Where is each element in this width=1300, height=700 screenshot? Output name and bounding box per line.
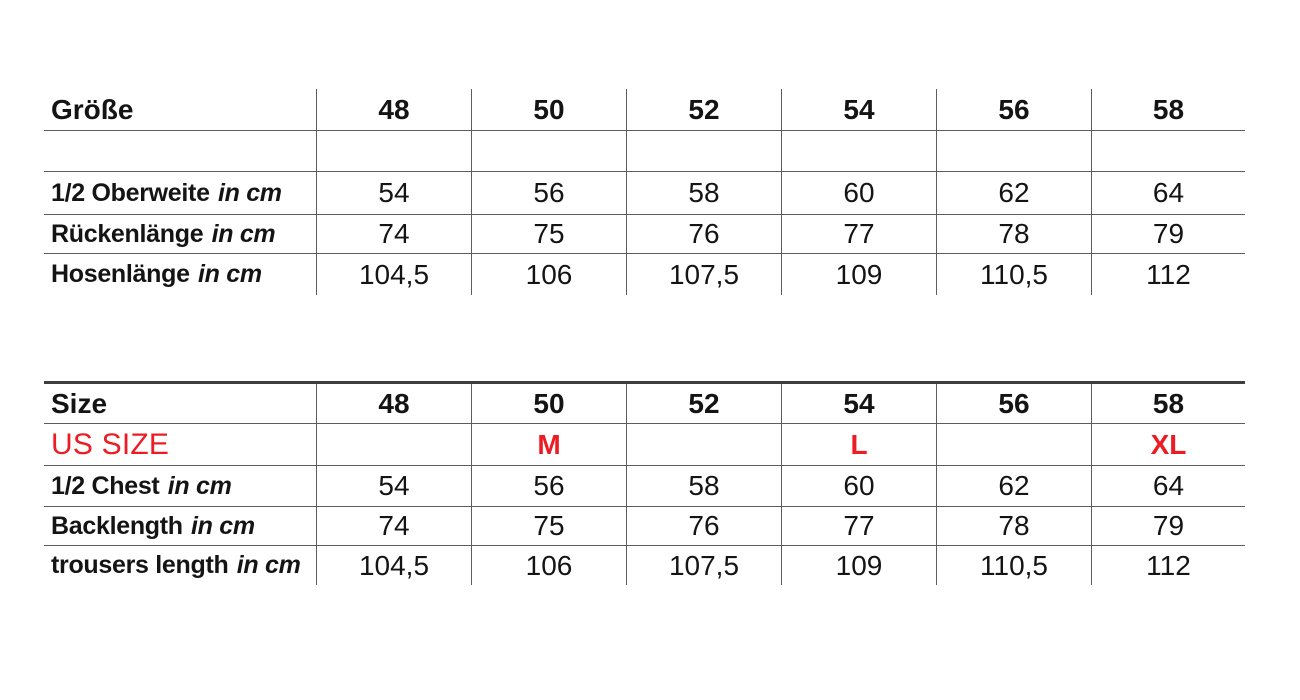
- value-cell: 104,5: [317, 254, 472, 295]
- value-cell: 64: [1152, 470, 1185, 501]
- row-label: Hosenlänge: [51, 260, 190, 288]
- value-cell: 110,5: [937, 546, 1092, 585]
- row-unit: in cm: [191, 511, 255, 540]
- us-size-cell: [317, 424, 472, 465]
- value-cell: 109: [782, 254, 937, 295]
- row-label-cell: Backlength in cm: [44, 507, 317, 545]
- value-cell: 109: [782, 546, 937, 585]
- value-cell: 79: [1152, 218, 1185, 249]
- value-cell: 107,5: [627, 546, 782, 585]
- spacer-row: [44, 131, 1245, 172]
- value-cell: 74: [317, 507, 472, 545]
- value-cell: 112: [1146, 549, 1191, 581]
- size-header-cell: 54: [782, 89, 937, 130]
- empty-cell: [44, 131, 317, 171]
- value-cell: 106: [472, 546, 627, 585]
- english-size-table: Size 48 50 52 54 56 58 US SIZE M L XL 1/…: [44, 381, 1245, 585]
- size-header-cell: 58: [1152, 387, 1185, 419]
- value-cell: 76: [627, 507, 782, 545]
- value-cell: 60: [782, 172, 937, 214]
- us-size-cell: [937, 424, 1092, 465]
- row-label-cell: Rückenlänge in cm: [44, 215, 317, 253]
- row-label-cell: 1/2 Oberweite in cm: [44, 172, 317, 214]
- table-row-backlength-en: Backlength in cm 74 75 76 77 78 79: [44, 507, 1245, 546]
- size-header-cell: 52: [627, 89, 782, 130]
- header-label-cell: Größe: [44, 89, 317, 130]
- table-row-trousers-de: Hosenlänge in cm 104,5 106 107,5 109 110…: [44, 254, 1245, 295]
- us-size-cell: M: [472, 424, 627, 465]
- row-unit: in cm: [167, 471, 232, 500]
- value-cell: 112: [1146, 258, 1191, 290]
- value-cell: 107,5: [627, 254, 782, 295]
- value-cell: 56: [472, 466, 627, 506]
- value-cell: 75: [472, 215, 627, 253]
- row-label: trousers length: [51, 551, 229, 579]
- row-label: 1/2 Chest: [51, 471, 160, 500]
- row-unit: in cm: [236, 551, 301, 579]
- row-label-cell: trousers length in cm: [44, 546, 317, 585]
- value-cell: 58: [627, 172, 782, 214]
- table-row-backlength-de: Rückenlänge in cm 74 75 76 77 78 79: [44, 215, 1245, 254]
- value-cell: 79: [1152, 510, 1185, 541]
- value-cell: 77: [782, 507, 937, 545]
- table-header-row: Size 48 50 52 54 56 58: [44, 384, 1245, 424]
- value-cell: 56: [472, 172, 627, 214]
- us-size-cell: XL: [1150, 428, 1187, 460]
- size-header-cell: 58: [1152, 93, 1185, 125]
- value-cell: 64: [1152, 177, 1185, 208]
- row-unit: in cm: [197, 260, 262, 288]
- value-cell: 54: [317, 466, 472, 506]
- size-header-cell: 56: [937, 384, 1092, 423]
- table-header-row: Größe 48 50 52 54 56 58: [44, 89, 1245, 131]
- value-cell: 106: [472, 254, 627, 295]
- value-cell: 76: [627, 215, 782, 253]
- size-header-cell: 48: [317, 384, 472, 423]
- value-cell: 58: [627, 466, 782, 506]
- us-size-cell: [627, 424, 782, 465]
- empty-cell: [627, 131, 782, 171]
- row-label: Backlength: [51, 511, 183, 540]
- row-label: Rückenlänge: [51, 219, 204, 248]
- empty-cell: [1092, 131, 1245, 171]
- german-size-table: Größe 48 50 52 54 56 58 1/2 Oberweite in…: [44, 89, 1245, 295]
- value-cell: 78: [937, 215, 1092, 253]
- size-header-cell: 50: [472, 384, 627, 423]
- size-header-cell: 50: [472, 89, 627, 130]
- value-cell: 78: [937, 507, 1092, 545]
- size-header-cell: 56: [937, 89, 1092, 130]
- table-row-chest-en: 1/2 Chest in cm 54 56 58 60 62 64: [44, 466, 1245, 507]
- header-label-cell: Size: [44, 384, 317, 423]
- row-label-cell: 1/2 Chest in cm: [44, 466, 317, 506]
- us-size-cell: L: [782, 424, 937, 465]
- row-label-cell: Hosenlänge in cm: [44, 254, 317, 295]
- value-cell: 110,5: [937, 254, 1092, 295]
- size-header-cell: 52: [627, 384, 782, 423]
- value-cell: 74: [317, 215, 472, 253]
- empty-cell: [782, 131, 937, 171]
- us-size-label-cell: US SIZE: [44, 424, 317, 465]
- us-size-row: US SIZE M L XL: [44, 424, 1245, 466]
- value-cell: 54: [317, 172, 472, 214]
- size-header-cell: 48: [317, 89, 472, 130]
- row-unit: in cm: [217, 178, 282, 207]
- row-unit: in cm: [211, 219, 276, 248]
- empty-cell: [937, 131, 1092, 171]
- empty-cell: [472, 131, 627, 171]
- value-cell: 104,5: [317, 546, 472, 585]
- value-cell: 75: [472, 507, 627, 545]
- value-cell: 77: [782, 215, 937, 253]
- value-cell: 62: [937, 466, 1092, 506]
- empty-cell: [317, 131, 472, 171]
- table-row-chest-de: 1/2 Oberweite in cm 54 56 58 60 62 64: [44, 172, 1245, 215]
- value-cell: 62: [937, 172, 1092, 214]
- table-row-trousers-en: trousers length in cm 104,5 106 107,5 10…: [44, 546, 1245, 585]
- row-label: 1/2 Oberweite: [51, 178, 210, 207]
- value-cell: 60: [782, 466, 937, 506]
- size-header-cell: 54: [782, 384, 937, 423]
